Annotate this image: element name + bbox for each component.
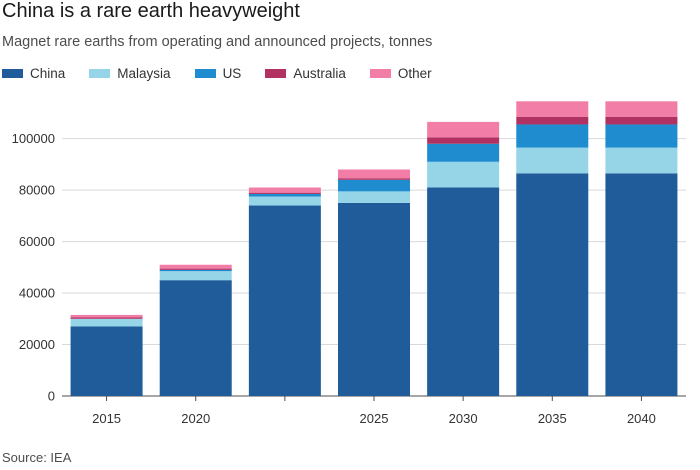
bar-segment-other [516, 101, 589, 117]
x-tick-label: 2025 [360, 411, 389, 426]
bar-segment-us [248, 193, 321, 197]
x-tick-label: 2015 [92, 411, 121, 426]
bar-segment-other [338, 169, 410, 179]
y-tick-label: 100000 [12, 131, 55, 146]
legend-label-china: China [30, 65, 66, 81]
legend-swatch-australia [265, 68, 287, 78]
bar-segment-china [338, 202, 410, 396]
bar-segment-china [159, 280, 232, 396]
bar-segment-china [70, 326, 143, 396]
y-tick-label: 80000 [19, 183, 55, 198]
legend-swatch-china [2, 68, 23, 78]
bar-segment-malaysia [338, 191, 410, 203]
x-tick-label: 2020 [181, 411, 210, 426]
bar-segment-other [427, 121, 500, 138]
bar-segment-us [605, 124, 678, 148]
bar-segment-us [338, 179, 410, 192]
bar-segment-australia [70, 317, 143, 319]
legend-label-australia: Australia [293, 65, 346, 81]
bar-segment-malaysia [70, 318, 143, 327]
bar-segment-australia [427, 137, 500, 144]
bar-segment-australia [605, 116, 678, 125]
bar-segment-australia [159, 268, 232, 270]
bar-segment-malaysia [427, 161, 500, 188]
legend-item-china: China [2, 66, 65, 81]
bar-segment-other [159, 264, 232, 269]
legend-label-us: US [222, 65, 242, 81]
legend-item-malaysia: Malaysia [89, 65, 171, 81]
x-tick-label: 2035 [538, 411, 567, 426]
bar-segment-australia [248, 192, 321, 194]
bar-segment-australia [516, 116, 589, 125]
bar-segment-other [605, 101, 678, 117]
bar-segment-other [70, 314, 143, 318]
y-tick-label: 60000 [19, 234, 55, 249]
legend-swatch-malaysia [89, 68, 111, 78]
bar-segment-us [516, 124, 589, 148]
source-note: Source: IEA [2, 450, 72, 465]
bar-segment-us [159, 269, 232, 272]
bar-segment-china [427, 187, 500, 396]
bar-segment-malaysia [159, 271, 232, 281]
bar-segment-malaysia [516, 147, 589, 174]
legend: China Malaysia US Australia Other [2, 64, 456, 82]
chart-title: China is a rare earth heavyweight [2, 0, 300, 22]
bar-segment-australia [338, 178, 410, 180]
y-tick-label: 40000 [19, 286, 55, 301]
y-tick-label: 20000 [19, 337, 55, 352]
y-tick-label: 0 [48, 389, 55, 404]
x-tick-label: 2040 [627, 411, 656, 426]
legend-item-us: US [194, 65, 242, 81]
x-tick-label: 2030 [449, 411, 478, 426]
bar-segment-us [427, 143, 500, 162]
legend-label-other: Other [397, 65, 432, 81]
chart-subtitle: Magnet rare earths from operating and an… [2, 34, 433, 50]
legend-label-malaysia: Malaysia [117, 65, 171, 81]
bar-segment-other [248, 187, 321, 193]
bar-segment-china [516, 173, 589, 396]
bar-segment-china [248, 205, 321, 396]
legend-swatch-us [194, 68, 216, 78]
legend-swatch-other [369, 68, 391, 78]
legend-item-australia: Australia [265, 66, 346, 81]
bar-segment-china [605, 173, 678, 396]
bar-segment-malaysia [248, 196, 321, 206]
bar-segment-malaysia [605, 147, 678, 174]
legend-item-other: Other [369, 65, 432, 81]
